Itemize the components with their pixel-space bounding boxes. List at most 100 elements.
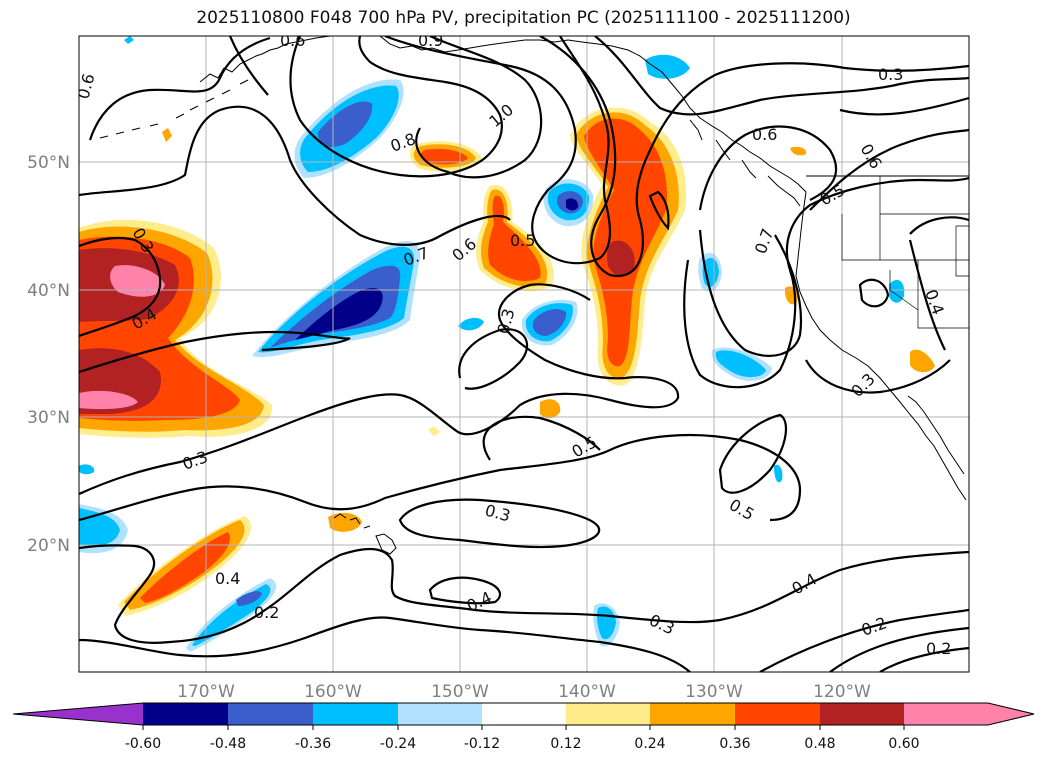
pv-contour-line [908,239,946,351]
pv-contour-line [458,328,529,390]
contour-label: 0.3 [878,65,903,84]
warm-shade-east [584,118,667,367]
contour-label: 0.6 [752,125,777,144]
warm-shade-east [607,240,635,277]
contour-label: 0.2 [254,603,279,622]
border-states [841,176,969,329]
contour-label: 0.6 [280,31,305,50]
colorbar-segment [313,703,398,725]
pv-contour-line [79,236,162,338]
graticule [79,36,969,672]
contour-label: 0.5 [817,180,849,209]
lon-tick-label: 160°W [304,682,362,702]
colorbar-tick-label: -0.12 [464,736,500,752]
pv-contour-line [79,330,351,374]
contour-label: 0.5 [510,231,535,250]
coastlines [99,36,969,555]
pv-contour-line [683,176,969,389]
colorbar-segment [398,703,482,725]
pv-contour-line [482,415,601,461]
lon-axis: 170°W 160°W 150°W 140°W 130°W 120°W [177,682,871,702]
cool-shade-speck [236,591,262,606]
warm-shade-band [140,532,230,603]
lon-tick-label: 140°W [558,682,616,702]
colorbar-tick-label: 0.24 [634,736,665,752]
contour-label: 0.6 [857,141,886,173]
precip-shading-positive [79,107,935,616]
pv-contour-line [428,576,502,605]
cool-shade-central [295,288,383,340]
map-area: 0.6 0.9 0.3 0.6 1.0 0.8 0.6 0.6 0.5 0.3 … [74,31,969,672]
contour-label: 0.6 [74,72,99,102]
contour-label: 0.5 [726,495,758,524]
contour-label: 0.4 [215,569,240,588]
cool-shade-north [318,101,373,148]
map-frame [78,35,970,673]
warm-shade-speck [790,146,807,156]
warm-shade-west [79,265,165,410]
lat-tick-label: 30°N [27,408,70,428]
cool-shade-mid [532,309,567,336]
pv-contour-line [289,36,503,178]
coast-hawaii [333,513,397,555]
coast-us-west [795,191,967,501]
pv-contour-line [539,36,969,278]
contour-label: 0.4 [921,287,948,317]
lat-tick-label: 40°N [27,281,70,301]
coast-alaska-panhandle [649,63,807,193]
colorbar-extend-low [13,703,143,725]
lon-tick-label: 120°W [813,682,871,702]
warm-shade-speck [428,426,440,436]
colorbar-tick-label: 0.36 [719,736,750,752]
contour-label: 0.6 [448,234,480,265]
warm-shade-speck [540,399,561,419]
chart-title: 2025110800 F048 700 hPa PV, precipitatio… [196,8,851,28]
contour-label: 1.0 [485,100,517,131]
pv-contour-line [829,626,969,672]
contour-label: 0.7 [751,226,778,256]
coast-aleutians [99,79,249,139]
pv-contour-line [698,229,802,357]
pv-contour-line [79,283,680,496]
warm-shade-gulf [421,148,468,165]
colorbar-tick-label: -0.24 [380,736,416,752]
colorbar-segment [482,703,566,725]
contour-label: 0.3 [847,369,878,400]
pv-contour-line [79,433,802,522]
cool-shade-speck [715,350,766,378]
colorbar-tick-label: -0.36 [295,736,331,752]
precip-shading-negative [79,36,905,652]
warm-shade-speck [910,349,935,373]
cool-shade-speck [774,464,783,483]
pv-contour-line [839,96,969,116]
colorbar-tick-label: 0.48 [804,736,835,752]
pv-contour-line [594,36,969,116]
lat-tick-label: 50°N [27,153,70,173]
pv-contour-line [384,36,612,265]
colorbar-tick-label: -0.48 [210,736,246,752]
pv-contour-line [879,646,969,672]
coast-baja [907,395,965,475]
pv-contour-line [809,128,969,211]
contour-label: 0.5 [569,432,601,461]
colorbar-segment [650,703,735,725]
contour-label: 0.3 [483,501,513,526]
pv-contour-line [228,36,269,96]
pv-contour-line [88,36,271,141]
cool-shade-speck [79,464,95,475]
pv-contour-line [858,278,890,308]
lon-tick-label: 150°W [431,682,489,702]
coast-alaska-peninsula [199,36,331,83]
contour-label: 0.4 [789,569,821,598]
lon-tick-label: 170°W [177,682,235,702]
pv-contour-line [79,105,511,246]
pv-contour-line [698,125,838,211]
pv-contour-line [415,36,543,179]
contour-label: 0.3 [646,610,677,638]
contour-label: 0.2 [859,613,889,640]
cool-shade-speck [458,317,484,331]
colorbar-ticks [142,725,905,730]
pv-contour-line [759,608,969,672]
lon-tick-label: 130°W [685,682,743,702]
